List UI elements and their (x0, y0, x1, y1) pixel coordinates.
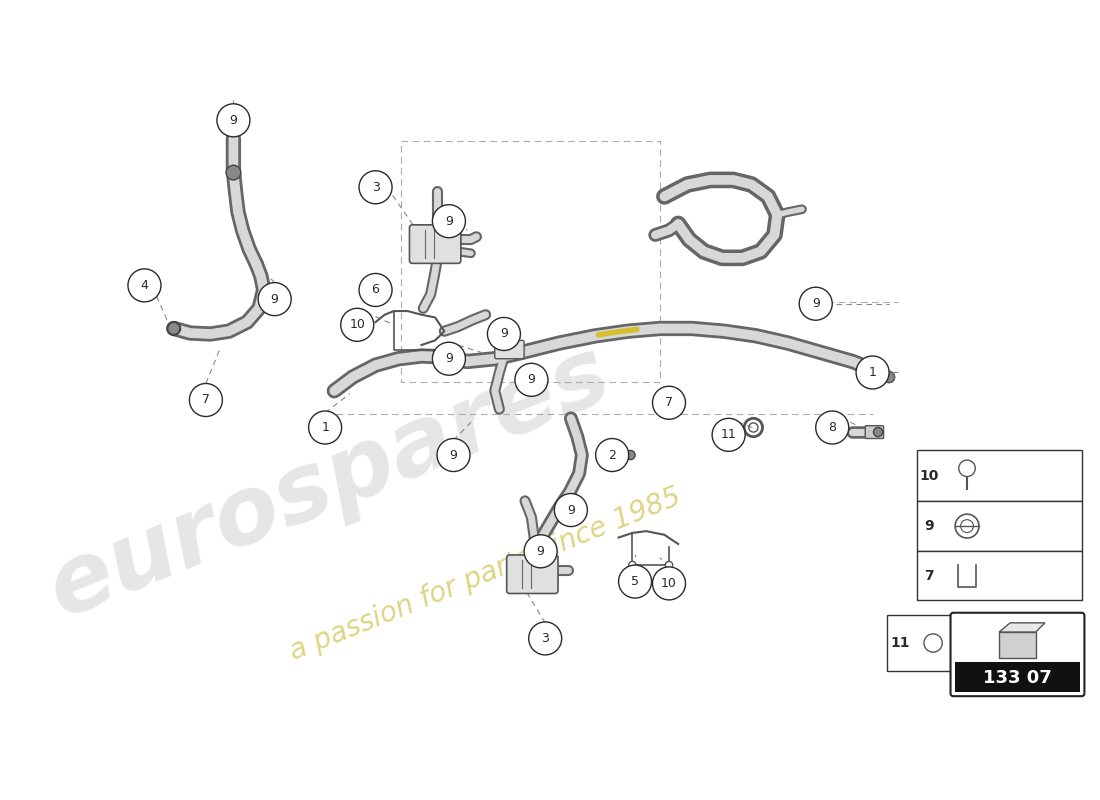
FancyBboxPatch shape (608, 449, 627, 462)
Text: 3: 3 (372, 181, 379, 194)
FancyBboxPatch shape (866, 426, 883, 438)
Circle shape (883, 371, 894, 382)
Text: eurospares: eurospares (35, 328, 624, 637)
FancyBboxPatch shape (888, 615, 954, 670)
FancyBboxPatch shape (916, 501, 1081, 551)
Circle shape (856, 356, 889, 389)
Circle shape (487, 318, 520, 350)
Circle shape (816, 411, 849, 444)
Text: 9: 9 (925, 519, 934, 533)
FancyBboxPatch shape (409, 225, 461, 263)
Text: 6: 6 (372, 283, 379, 297)
Circle shape (712, 418, 745, 451)
Text: 9: 9 (812, 298, 820, 310)
Text: 9: 9 (271, 293, 278, 306)
FancyBboxPatch shape (916, 450, 1081, 501)
FancyBboxPatch shape (916, 551, 1081, 600)
Circle shape (618, 565, 651, 598)
Circle shape (626, 450, 635, 460)
Circle shape (666, 562, 673, 569)
Circle shape (652, 386, 685, 419)
Circle shape (309, 411, 342, 444)
Text: 5: 5 (631, 575, 639, 588)
Circle shape (595, 438, 629, 471)
Text: 4: 4 (141, 279, 149, 292)
Circle shape (167, 322, 180, 335)
Text: 9: 9 (230, 114, 238, 127)
Circle shape (554, 494, 587, 526)
Text: 9: 9 (537, 545, 544, 558)
Circle shape (432, 342, 465, 375)
FancyBboxPatch shape (950, 613, 1085, 696)
Text: 8: 8 (828, 421, 836, 434)
Circle shape (258, 282, 292, 316)
Text: 3: 3 (541, 632, 549, 645)
Text: 9: 9 (450, 449, 458, 462)
FancyBboxPatch shape (955, 662, 1080, 692)
Circle shape (432, 205, 465, 238)
Text: 9: 9 (446, 352, 453, 366)
Text: 9: 9 (528, 374, 536, 386)
Text: 9: 9 (566, 503, 575, 517)
Circle shape (359, 170, 392, 204)
Circle shape (341, 308, 374, 342)
Text: 7: 7 (925, 569, 934, 582)
Text: 11: 11 (720, 428, 737, 442)
Text: 7: 7 (202, 394, 210, 406)
Text: 10: 10 (350, 318, 365, 331)
Text: 10: 10 (661, 577, 676, 590)
Circle shape (217, 104, 250, 137)
Circle shape (629, 562, 636, 569)
Polygon shape (999, 632, 1036, 658)
Circle shape (873, 427, 882, 437)
Text: a passion for parts since 1985: a passion for parts since 1985 (286, 482, 685, 666)
FancyBboxPatch shape (495, 340, 524, 358)
Circle shape (524, 535, 557, 568)
Circle shape (437, 438, 470, 471)
Text: 9: 9 (500, 327, 508, 341)
Text: 9: 9 (446, 214, 453, 228)
Text: 133 07: 133 07 (983, 669, 1052, 687)
Circle shape (515, 363, 548, 396)
Circle shape (189, 383, 222, 417)
Text: 1: 1 (869, 366, 877, 379)
Text: 11: 11 (890, 636, 910, 650)
Circle shape (227, 166, 241, 180)
Text: 7: 7 (666, 396, 673, 410)
Text: 10: 10 (920, 469, 939, 482)
Circle shape (529, 622, 562, 655)
Circle shape (128, 269, 161, 302)
Circle shape (652, 567, 685, 600)
Circle shape (800, 287, 833, 320)
FancyBboxPatch shape (507, 555, 558, 594)
Text: 2: 2 (608, 449, 616, 462)
Polygon shape (999, 623, 1045, 632)
Circle shape (359, 274, 392, 306)
Text: 1: 1 (321, 421, 329, 434)
